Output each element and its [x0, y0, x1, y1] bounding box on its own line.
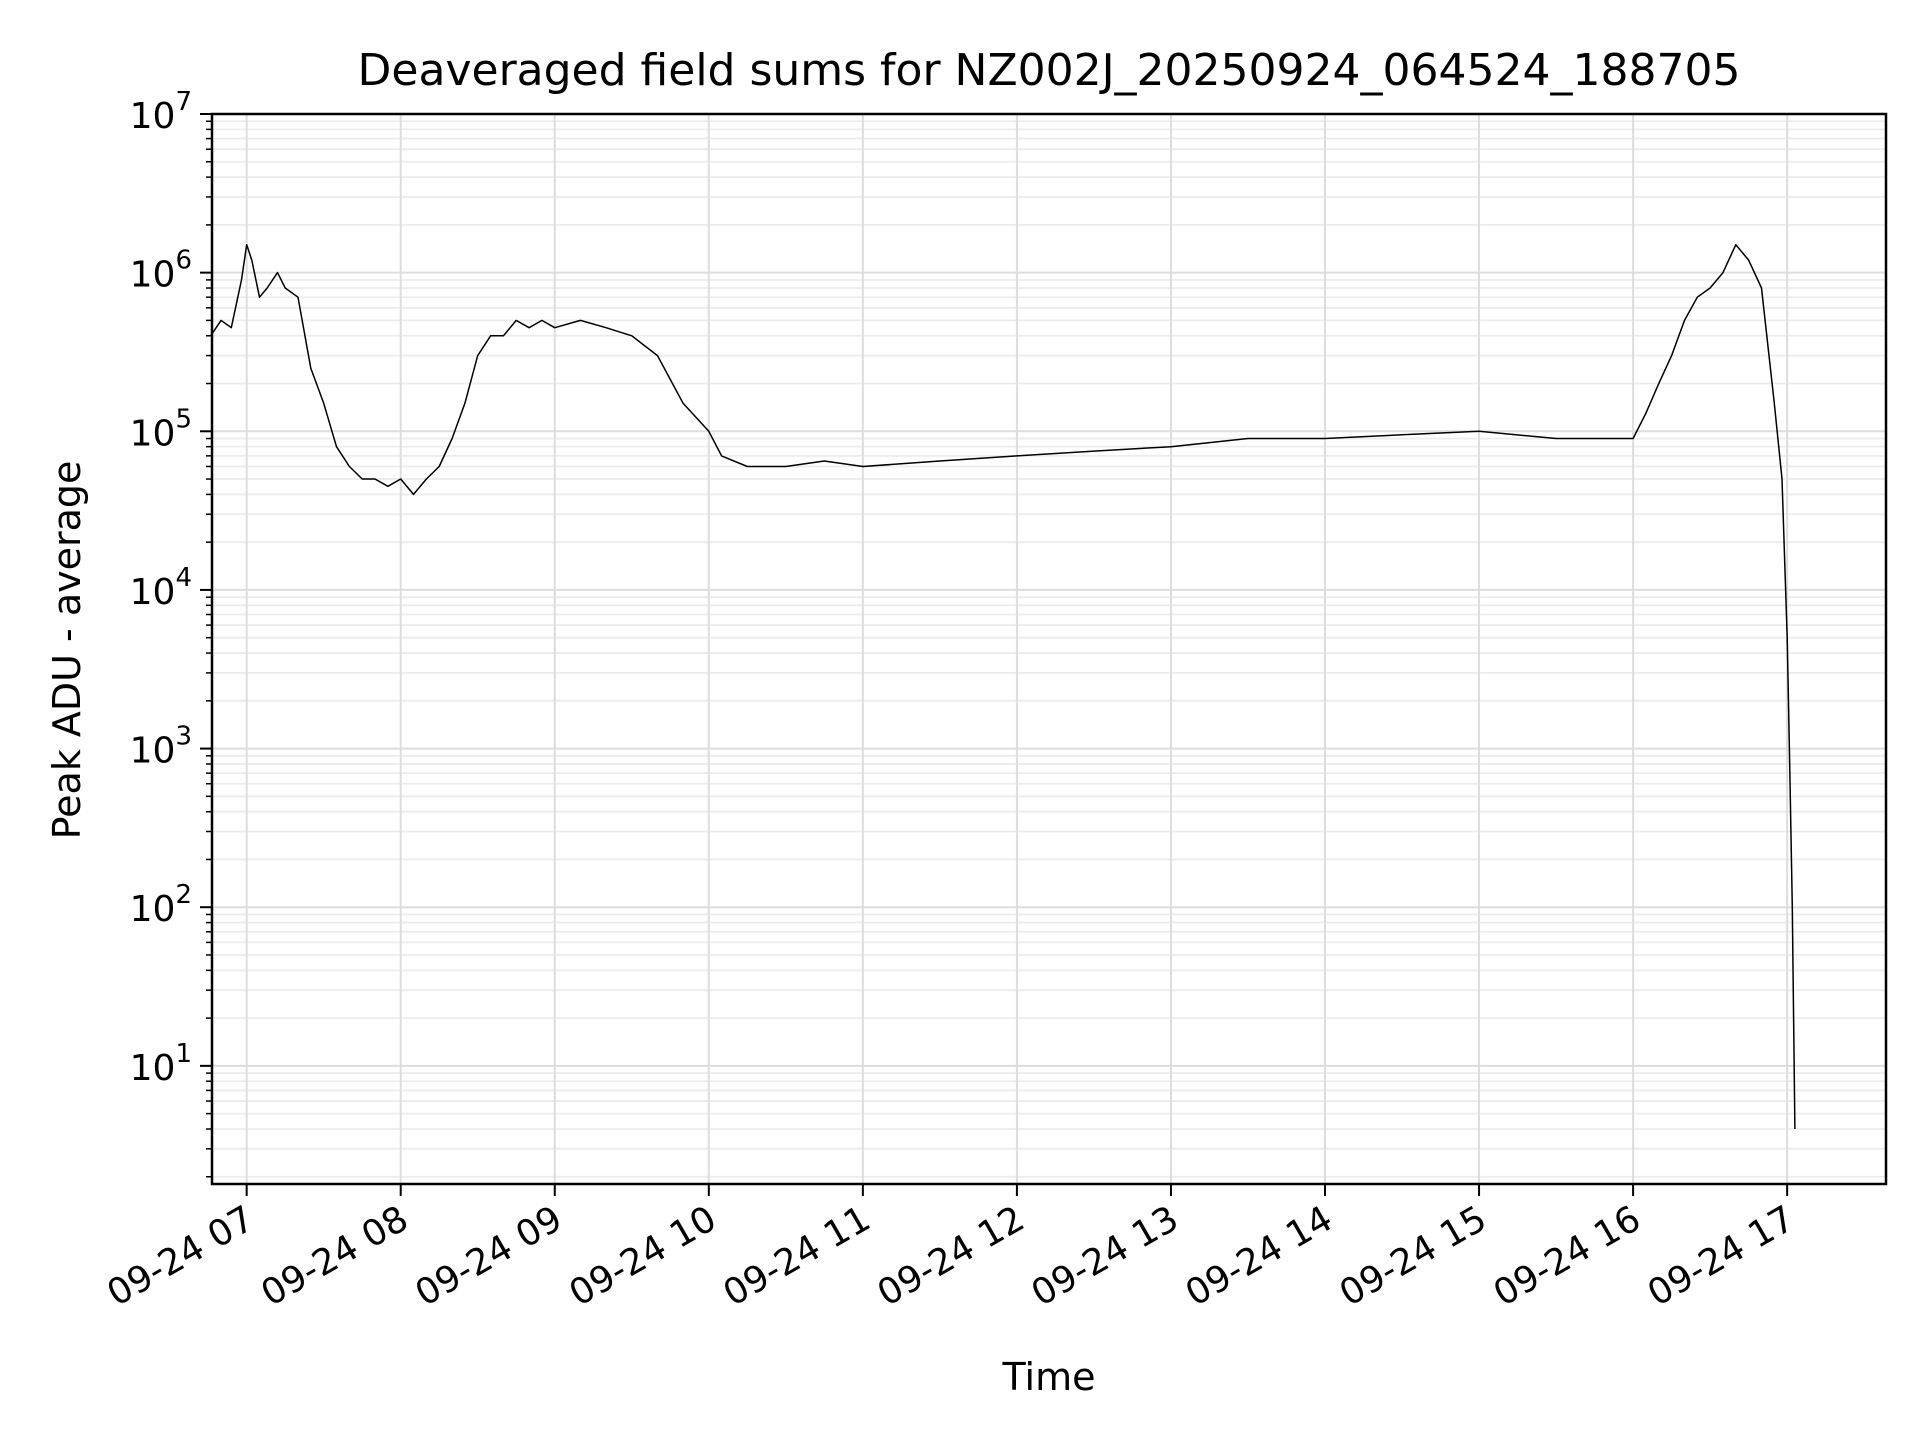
y-tick-label: 107 [130, 87, 192, 137]
y-tick-exponent: 4 [175, 563, 192, 593]
series-line [210, 243, 1796, 1130]
y-axis-label: Peak ADU - average [45, 461, 89, 840]
y-tick-exponent: 7 [175, 87, 192, 117]
y-tick-exponent: 1 [175, 1039, 192, 1069]
y-tick-label: 102 [130, 880, 192, 930]
y-tick-label: 103 [130, 722, 192, 772]
y-tick-label: 105 [130, 404, 192, 454]
y-tick-base: 10 [130, 413, 176, 454]
y-tick-label: 104 [130, 563, 192, 613]
x-axis-label: Time [1002, 1355, 1096, 1399]
chart-title: Deaveraged field sums for NZ002J_2025092… [358, 45, 1741, 96]
plot-frame [210, 112, 1888, 1186]
y-tick-base: 10 [130, 889, 176, 930]
y-tick-base: 10 [130, 255, 176, 296]
series-layer [210, 243, 1796, 1130]
y-tick-base: 10 [130, 572, 176, 613]
y-tick-exponent: 5 [175, 404, 192, 434]
y-tick-base: 10 [130, 96, 176, 137]
grid [212, 113, 1886, 1184]
y-tick-exponent: 6 [175, 246, 192, 276]
y-tick-label: 101 [130, 1039, 192, 1089]
y-tick-base: 10 [130, 731, 176, 772]
y-tick-base: 10 [130, 1048, 176, 1089]
y-tick-exponent: 3 [175, 722, 192, 752]
y-tick-exponent: 2 [175, 880, 192, 910]
y-tick-label: 106 [130, 246, 192, 296]
